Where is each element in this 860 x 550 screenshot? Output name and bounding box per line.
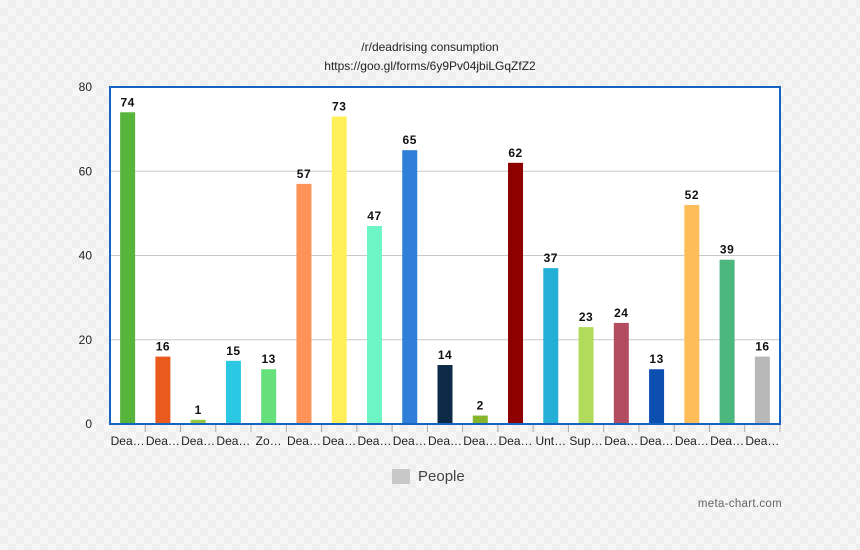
bar bbox=[296, 183, 312, 424]
plot-frame bbox=[109, 86, 781, 425]
x-tick-label: Dea… bbox=[146, 434, 180, 448]
x-tick-label: Dea… bbox=[675, 434, 709, 448]
bar bbox=[366, 226, 382, 424]
bar bbox=[155, 356, 171, 424]
watermark: meta-chart.com bbox=[697, 498, 782, 510]
bar bbox=[120, 112, 136, 425]
bar bbox=[684, 204, 700, 424]
x-tick-label: Dea… bbox=[604, 434, 638, 448]
legend-label: People bbox=[418, 468, 465, 485]
data-label: 16 bbox=[755, 340, 769, 354]
bar bbox=[613, 322, 629, 424]
data-label: 57 bbox=[297, 167, 311, 181]
y-tick-label: 80 bbox=[79, 80, 93, 94]
legend-swatch bbox=[392, 469, 410, 484]
x-tick-label: Dea… bbox=[111, 434, 145, 448]
bar bbox=[190, 419, 206, 424]
bar bbox=[543, 268, 559, 424]
y-tick-label: 60 bbox=[79, 164, 93, 178]
x-tick-label: Dea… bbox=[745, 434, 779, 448]
bar bbox=[578, 327, 594, 424]
x-tick-label: Dea… bbox=[181, 434, 215, 448]
data-label: 24 bbox=[614, 306, 628, 320]
x-tick-label: Dea… bbox=[287, 434, 321, 448]
x-tick-label: Dea… bbox=[428, 434, 462, 448]
data-label: 65 bbox=[403, 133, 417, 147]
y-tick-label: 0 bbox=[85, 417, 92, 431]
x-tick-label: Unt… bbox=[535, 434, 566, 448]
x-tick-label: Dea… bbox=[710, 434, 744, 448]
chart-subtitle: https://goo.gl/forms/6y9Pv04jbiLGqZfZ2 bbox=[324, 59, 536, 73]
x-tick-label: Dea… bbox=[216, 434, 250, 448]
x-tick-label: Dea… bbox=[499, 434, 533, 448]
y-tick-label: 40 bbox=[79, 249, 93, 263]
data-label: 13 bbox=[649, 352, 663, 366]
data-label: 23 bbox=[579, 310, 593, 324]
legend: People bbox=[392, 468, 465, 485]
bar bbox=[649, 369, 665, 424]
bar bbox=[331, 116, 347, 425]
data-label: 37 bbox=[544, 251, 558, 265]
bar bbox=[508, 162, 524, 424]
bar bbox=[719, 259, 735, 424]
y-tick-label: 20 bbox=[79, 333, 93, 347]
x-tick-label: Dea… bbox=[393, 434, 427, 448]
x-tick-label: Dea… bbox=[640, 434, 674, 448]
x-tick-label: Sup… bbox=[569, 434, 602, 448]
data-label: 13 bbox=[262, 352, 276, 366]
bar bbox=[754, 356, 770, 424]
data-label: 62 bbox=[508, 146, 522, 160]
data-label: 16 bbox=[156, 340, 170, 354]
data-label: 52 bbox=[685, 188, 699, 202]
bar bbox=[472, 415, 488, 424]
x-tick-label: Dea… bbox=[463, 434, 497, 448]
data-label: 73 bbox=[332, 99, 346, 113]
bar bbox=[261, 369, 277, 424]
data-label: 47 bbox=[367, 209, 381, 223]
data-label: 14 bbox=[438, 348, 452, 362]
x-tick-label: Dea… bbox=[322, 434, 356, 448]
data-label: 74 bbox=[120, 95, 134, 109]
chart-title: /r/deadrising consumption bbox=[361, 40, 499, 54]
data-label: 39 bbox=[720, 243, 734, 257]
bar bbox=[402, 150, 418, 424]
data-label: 2 bbox=[477, 399, 484, 413]
x-tick-label: Zo… bbox=[256, 434, 282, 448]
data-label: 1 bbox=[195, 403, 202, 417]
bar bbox=[437, 365, 453, 424]
bar bbox=[225, 360, 241, 424]
x-tick-label: Dea… bbox=[357, 434, 391, 448]
data-label: 15 bbox=[226, 344, 240, 358]
